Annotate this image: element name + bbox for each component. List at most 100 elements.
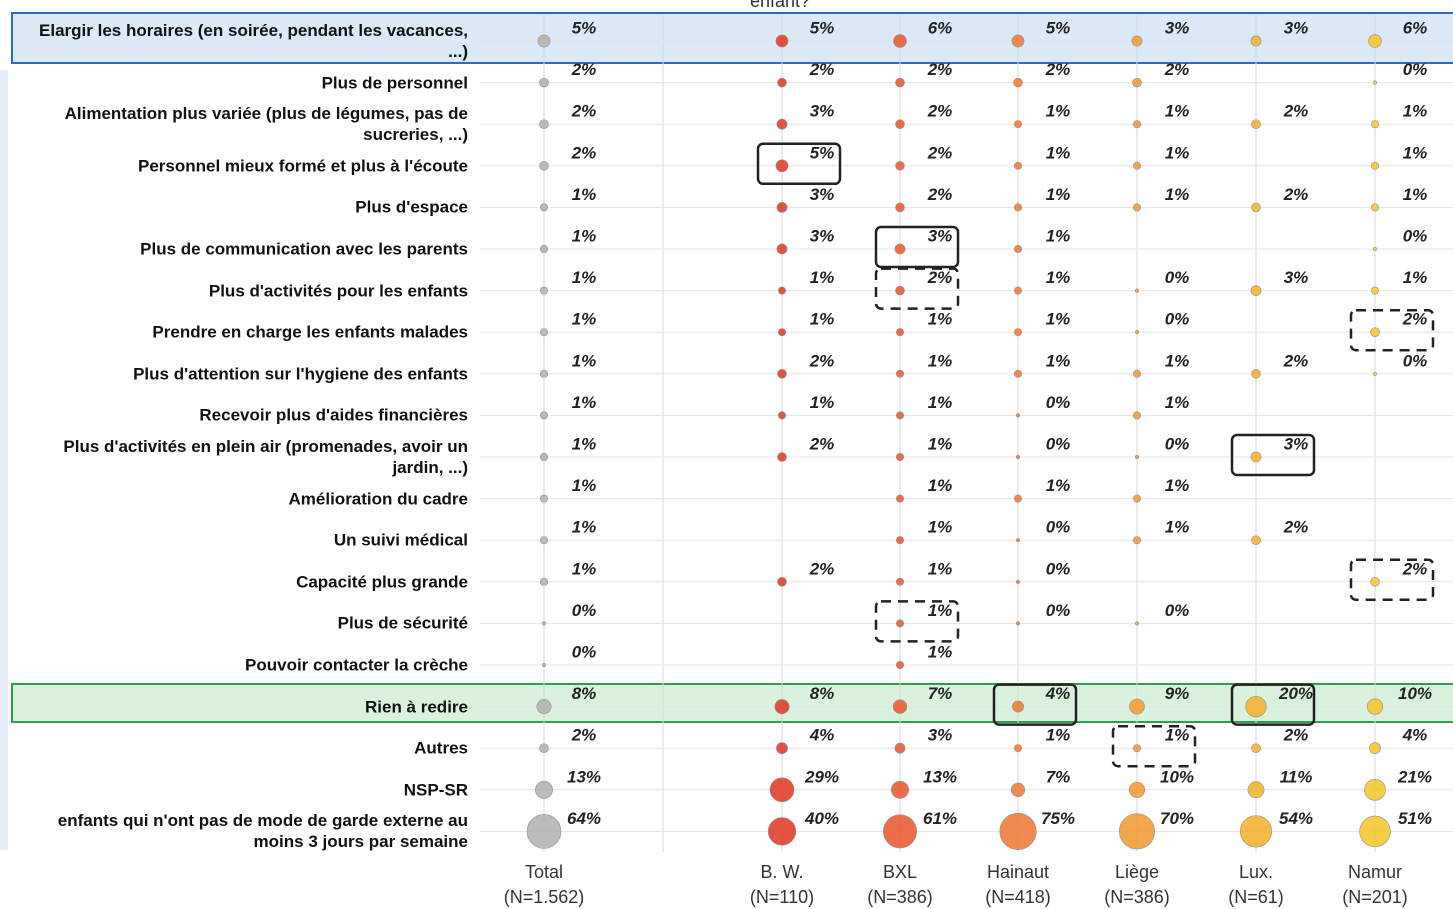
value-label: 64% — [567, 809, 601, 828]
value-label: 2% — [571, 143, 597, 162]
bubble — [777, 411, 786, 420]
value-label: 0% — [1046, 393, 1071, 412]
row-label: Plus d'attention sur l'hygiene des enfan… — [133, 364, 468, 384]
bubble — [895, 660, 904, 669]
bubble — [1013, 203, 1022, 212]
value-label: 1% — [928, 393, 953, 412]
value-label: 1% — [572, 434, 597, 453]
bubble — [1133, 203, 1142, 212]
value-label: 1% — [1403, 268, 1428, 287]
bubble — [1251, 743, 1261, 753]
value-label: 1% — [1403, 185, 1428, 204]
bubble — [1250, 285, 1262, 296]
value-label: 3% — [810, 226, 835, 245]
column-sample: (N=386) — [867, 887, 933, 907]
value-label: 1% — [572, 185, 597, 204]
bubble — [1013, 161, 1022, 170]
value-label: 1% — [572, 476, 597, 495]
bubble — [1134, 288, 1140, 293]
value-label: 2% — [1045, 60, 1071, 79]
bubble — [1134, 454, 1140, 460]
bubble — [777, 369, 787, 379]
value-label: 13% — [567, 767, 601, 786]
value-label: 1% — [1046, 310, 1071, 329]
bubble — [1250, 451, 1262, 463]
value-label: 1% — [1165, 185, 1190, 204]
bubble — [1371, 120, 1380, 129]
bubble — [1013, 494, 1022, 503]
bubble — [1370, 327, 1380, 337]
value-label: 7% — [1046, 767, 1071, 786]
value-label: 4% — [1402, 726, 1428, 745]
row-label: Plus d'activités en plein air (promenade… — [63, 437, 468, 477]
value-label: 4% — [809, 726, 835, 745]
value-label: 75% — [1041, 809, 1075, 828]
value-label: 0% — [1165, 268, 1190, 287]
value-label: 40% — [804, 809, 839, 828]
bubble — [895, 119, 905, 129]
value-label: 2% — [571, 726, 597, 745]
value-label: 3% — [1165, 18, 1190, 37]
value-label: 1% — [810, 310, 835, 329]
bubble — [1359, 815, 1391, 848]
value-label: 0% — [1165, 601, 1190, 620]
value-label: 3% — [928, 726, 953, 745]
bubble — [1369, 742, 1381, 755]
value-label: 1% — [1046, 143, 1071, 162]
row-label: Alimentation plus variée (plus de légume… — [64, 104, 468, 145]
row-label: Plus d'espace — [355, 197, 468, 217]
column-sample: (N=201) — [1342, 887, 1408, 907]
value-label: 21% — [1397, 767, 1432, 786]
value-label: 54% — [1279, 809, 1313, 828]
column-sample: (N=110) — [750, 887, 814, 907]
value-label: 2% — [927, 60, 953, 79]
value-label: 1% — [1046, 102, 1071, 121]
bubble — [895, 328, 904, 337]
bubble — [1239, 815, 1273, 848]
value-label: 2% — [927, 268, 953, 287]
bubble — [1134, 621, 1140, 626]
row-label: Elargir les horaires (en soirée, pendant… — [39, 21, 468, 61]
bubble — [777, 452, 787, 462]
value-label: 2% — [1283, 726, 1309, 745]
column-sample: (N=418) — [985, 887, 1051, 907]
bubble — [1133, 120, 1142, 129]
bubble — [1245, 696, 1267, 718]
value-label: 1% — [928, 351, 953, 370]
bubble — [1251, 202, 1261, 213]
value-label: 5% — [810, 18, 835, 37]
value-label: 1% — [572, 559, 597, 578]
value-label: 5% — [1046, 18, 1071, 37]
value-label: 2% — [1283, 351, 1309, 370]
value-label: 2% — [1402, 559, 1428, 578]
value-label: 11% — [1280, 767, 1313, 786]
value-label: 0% — [1046, 559, 1071, 578]
value-label: 2% — [1283, 518, 1309, 537]
bubble — [776, 118, 788, 130]
value-label: 1% — [572, 268, 597, 287]
bubble — [1013, 245, 1022, 254]
value-label: 1% — [928, 559, 953, 578]
row-label: Pouvoir contacter la crèche — [245, 655, 468, 675]
value-label: 1% — [1165, 393, 1190, 412]
value-label: 0% — [1165, 434, 1190, 453]
value-label: 0% — [1165, 310, 1190, 329]
bubble — [539, 328, 548, 337]
value-label: 9% — [1165, 684, 1190, 703]
bubble — [895, 536, 904, 545]
bubble — [1251, 119, 1261, 129]
bubble — [1013, 120, 1022, 129]
value-label: 2% — [809, 351, 835, 370]
row-label: Recevoir plus d'aides financières — [199, 405, 468, 425]
bubble — [1372, 80, 1378, 85]
annotation-box — [874, 600, 960, 643]
value-label: 1% — [810, 268, 835, 287]
column-sample: (N=386) — [1104, 887, 1170, 907]
bubble — [1010, 782, 1026, 797]
row-label: Plus de personnel — [321, 73, 468, 93]
row-label: enfants qui n'ont pas de mode de garde e… — [57, 811, 468, 852]
bubble — [539, 369, 548, 378]
bubble — [1133, 494, 1142, 503]
value-label: 0% — [572, 601, 597, 620]
value-label: 10% — [1398, 684, 1432, 703]
